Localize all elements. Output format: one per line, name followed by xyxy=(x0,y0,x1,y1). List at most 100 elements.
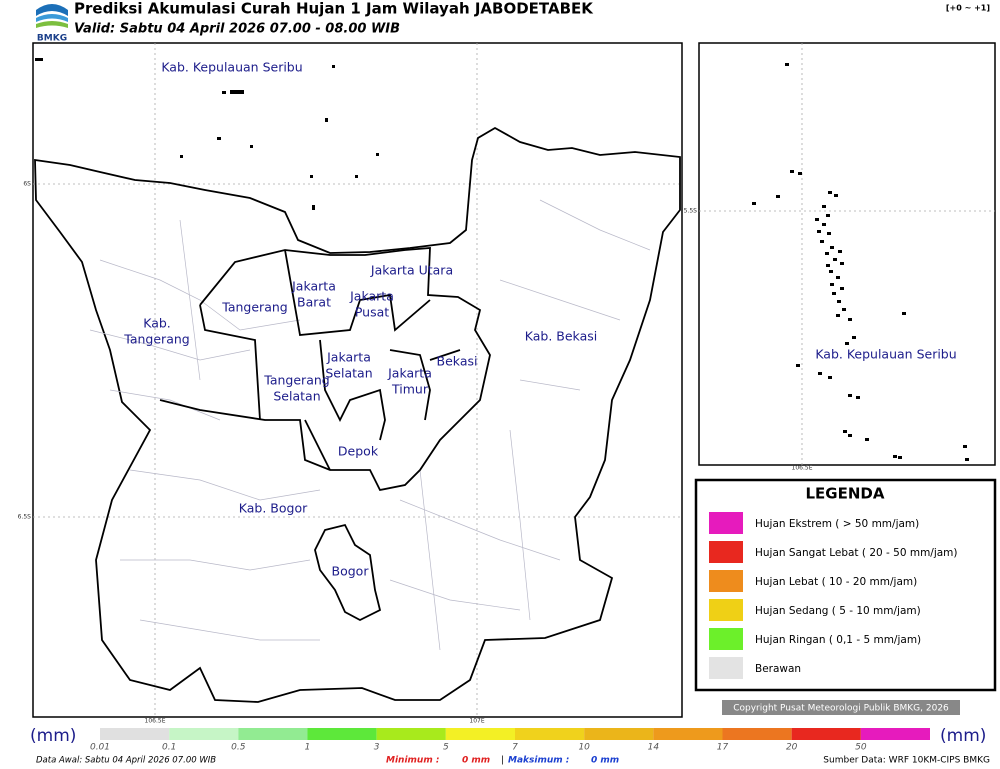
island xyxy=(790,170,794,173)
region-label: Tangerang xyxy=(123,332,189,347)
separator: | xyxy=(501,756,504,766)
island xyxy=(848,434,852,437)
island xyxy=(817,230,821,233)
colorbar-segment xyxy=(653,728,723,740)
island xyxy=(798,172,802,175)
region-label: Jakarta xyxy=(387,366,432,381)
inset-lon-label: 106.5E xyxy=(792,465,813,472)
island xyxy=(893,455,897,458)
island xyxy=(840,262,844,265)
legend-swatch xyxy=(709,541,743,563)
region-label: Tangerang xyxy=(221,300,287,315)
colorbar-segment xyxy=(238,728,308,740)
colorbar-segment xyxy=(584,728,654,740)
colorbar-segment xyxy=(445,728,515,740)
island xyxy=(852,336,856,339)
island xyxy=(827,232,831,235)
island xyxy=(828,191,832,194)
colorbar-tick-label: 20 xyxy=(786,743,798,753)
island xyxy=(842,308,846,311)
colorbar-segment xyxy=(860,728,930,740)
lat-label: 6.5S xyxy=(18,514,32,521)
island xyxy=(826,264,830,267)
island xyxy=(822,205,826,208)
island xyxy=(865,438,869,441)
island xyxy=(752,202,756,205)
lat-label: 6S xyxy=(23,181,31,188)
island xyxy=(837,300,841,303)
copyright-box xyxy=(722,700,960,715)
unit-left: (mm) xyxy=(30,726,76,746)
region-label: Kab. Bekasi xyxy=(525,329,597,344)
legend: Hujan Ekstrem ( > 50 mm/jam) Hujan Sangat… xyxy=(709,512,958,679)
colorbar: 0.01 0.1 0.5 1 3 5 7 10 14 17 20 50 xyxy=(90,728,930,753)
region-label: Kab. xyxy=(143,316,171,331)
island xyxy=(902,312,906,315)
region-label: Bogor xyxy=(332,564,370,579)
colorbar-segment xyxy=(100,728,170,740)
colorbar-segment xyxy=(376,728,446,740)
region-label: Jakarta xyxy=(326,350,371,365)
legend-swatch xyxy=(709,512,743,534)
colorbar-segment xyxy=(791,728,861,740)
island xyxy=(832,292,836,295)
island xyxy=(796,364,800,367)
bmkg-logo xyxy=(36,4,68,28)
region-label: Kab. Kepulauan Seribu xyxy=(161,60,302,75)
inset-region-label: Kab. Kepulauan Seribu xyxy=(815,347,956,362)
island xyxy=(820,240,824,243)
title: Prediksi Akumulasi Curah Hujan 1 Jam Wil… xyxy=(74,0,594,18)
colorbar-segment xyxy=(515,728,585,740)
island xyxy=(963,445,967,448)
legend-label: Hujan Sedang ( 5 - 10 mm/jam) xyxy=(755,605,921,617)
region-label: Barat xyxy=(297,295,331,310)
legend-label: Hujan Sangat Lebat ( 20 - 50 mm/jam) xyxy=(755,547,958,559)
region-label: Pusat xyxy=(355,305,389,320)
island xyxy=(818,372,822,375)
island xyxy=(822,223,826,226)
legend-title: LEGENDA xyxy=(806,485,885,503)
valid-time: Valid: Sabtu 04 April 2026 07.00 - 08.00… xyxy=(74,22,400,37)
period: [+0 ~ +1] xyxy=(946,4,990,13)
region-label: Jakarta xyxy=(349,289,394,304)
region-label: Selatan xyxy=(273,389,320,404)
legend-swatch xyxy=(709,628,743,650)
island xyxy=(828,376,832,379)
island xyxy=(833,258,837,261)
island xyxy=(838,250,842,253)
region-label: Bekasi xyxy=(437,354,478,369)
island xyxy=(856,396,860,399)
region-label: Depok xyxy=(338,444,379,459)
colorbar-segment xyxy=(307,728,377,740)
island xyxy=(834,194,838,197)
legend-box xyxy=(694,478,997,692)
unit-right: (mm) xyxy=(940,726,986,746)
colorbar-tick-label: 14 xyxy=(648,743,660,753)
island xyxy=(830,246,834,249)
data-awal: Data Awal: Sabtu 04 April 2026 07.00 WIB xyxy=(36,756,216,766)
island xyxy=(965,458,969,461)
region-label: Jakarta xyxy=(291,279,336,294)
inset-map-frame xyxy=(698,42,996,466)
legend-label: Hujan Lebat ( 10 - 20 mm/jam) xyxy=(755,576,917,588)
island xyxy=(898,456,902,459)
colorbar-tick-label: 7 xyxy=(512,743,518,753)
colorbar-tick-label: 10 xyxy=(578,743,590,753)
main-map: Kab. Kepulauan Seribu Jakarta Utara Jakart… xyxy=(18,43,682,725)
island xyxy=(836,276,840,279)
island xyxy=(840,287,844,290)
colorbar-tick-label: 0.1 xyxy=(162,743,176,753)
island xyxy=(776,195,780,198)
island xyxy=(815,218,819,221)
legend-label: Hujan Ringan ( 0,1 - 5 mm/jam) xyxy=(755,634,921,646)
colorbar-tick-label: 3 xyxy=(374,743,380,753)
colorbar-tick-label: 0.5 xyxy=(231,743,246,753)
region-label: Kab. Bogor xyxy=(239,501,308,516)
minimum-value: 0 mm xyxy=(462,756,490,766)
maximum-value: 0 mm xyxy=(591,756,619,766)
colorbar-tick-label: 0.01 xyxy=(90,743,110,753)
colorbar-tick-label: 17 xyxy=(717,743,729,753)
colorbar-tick-label: 1 xyxy=(305,743,311,753)
lon-label: 107E xyxy=(469,718,484,725)
